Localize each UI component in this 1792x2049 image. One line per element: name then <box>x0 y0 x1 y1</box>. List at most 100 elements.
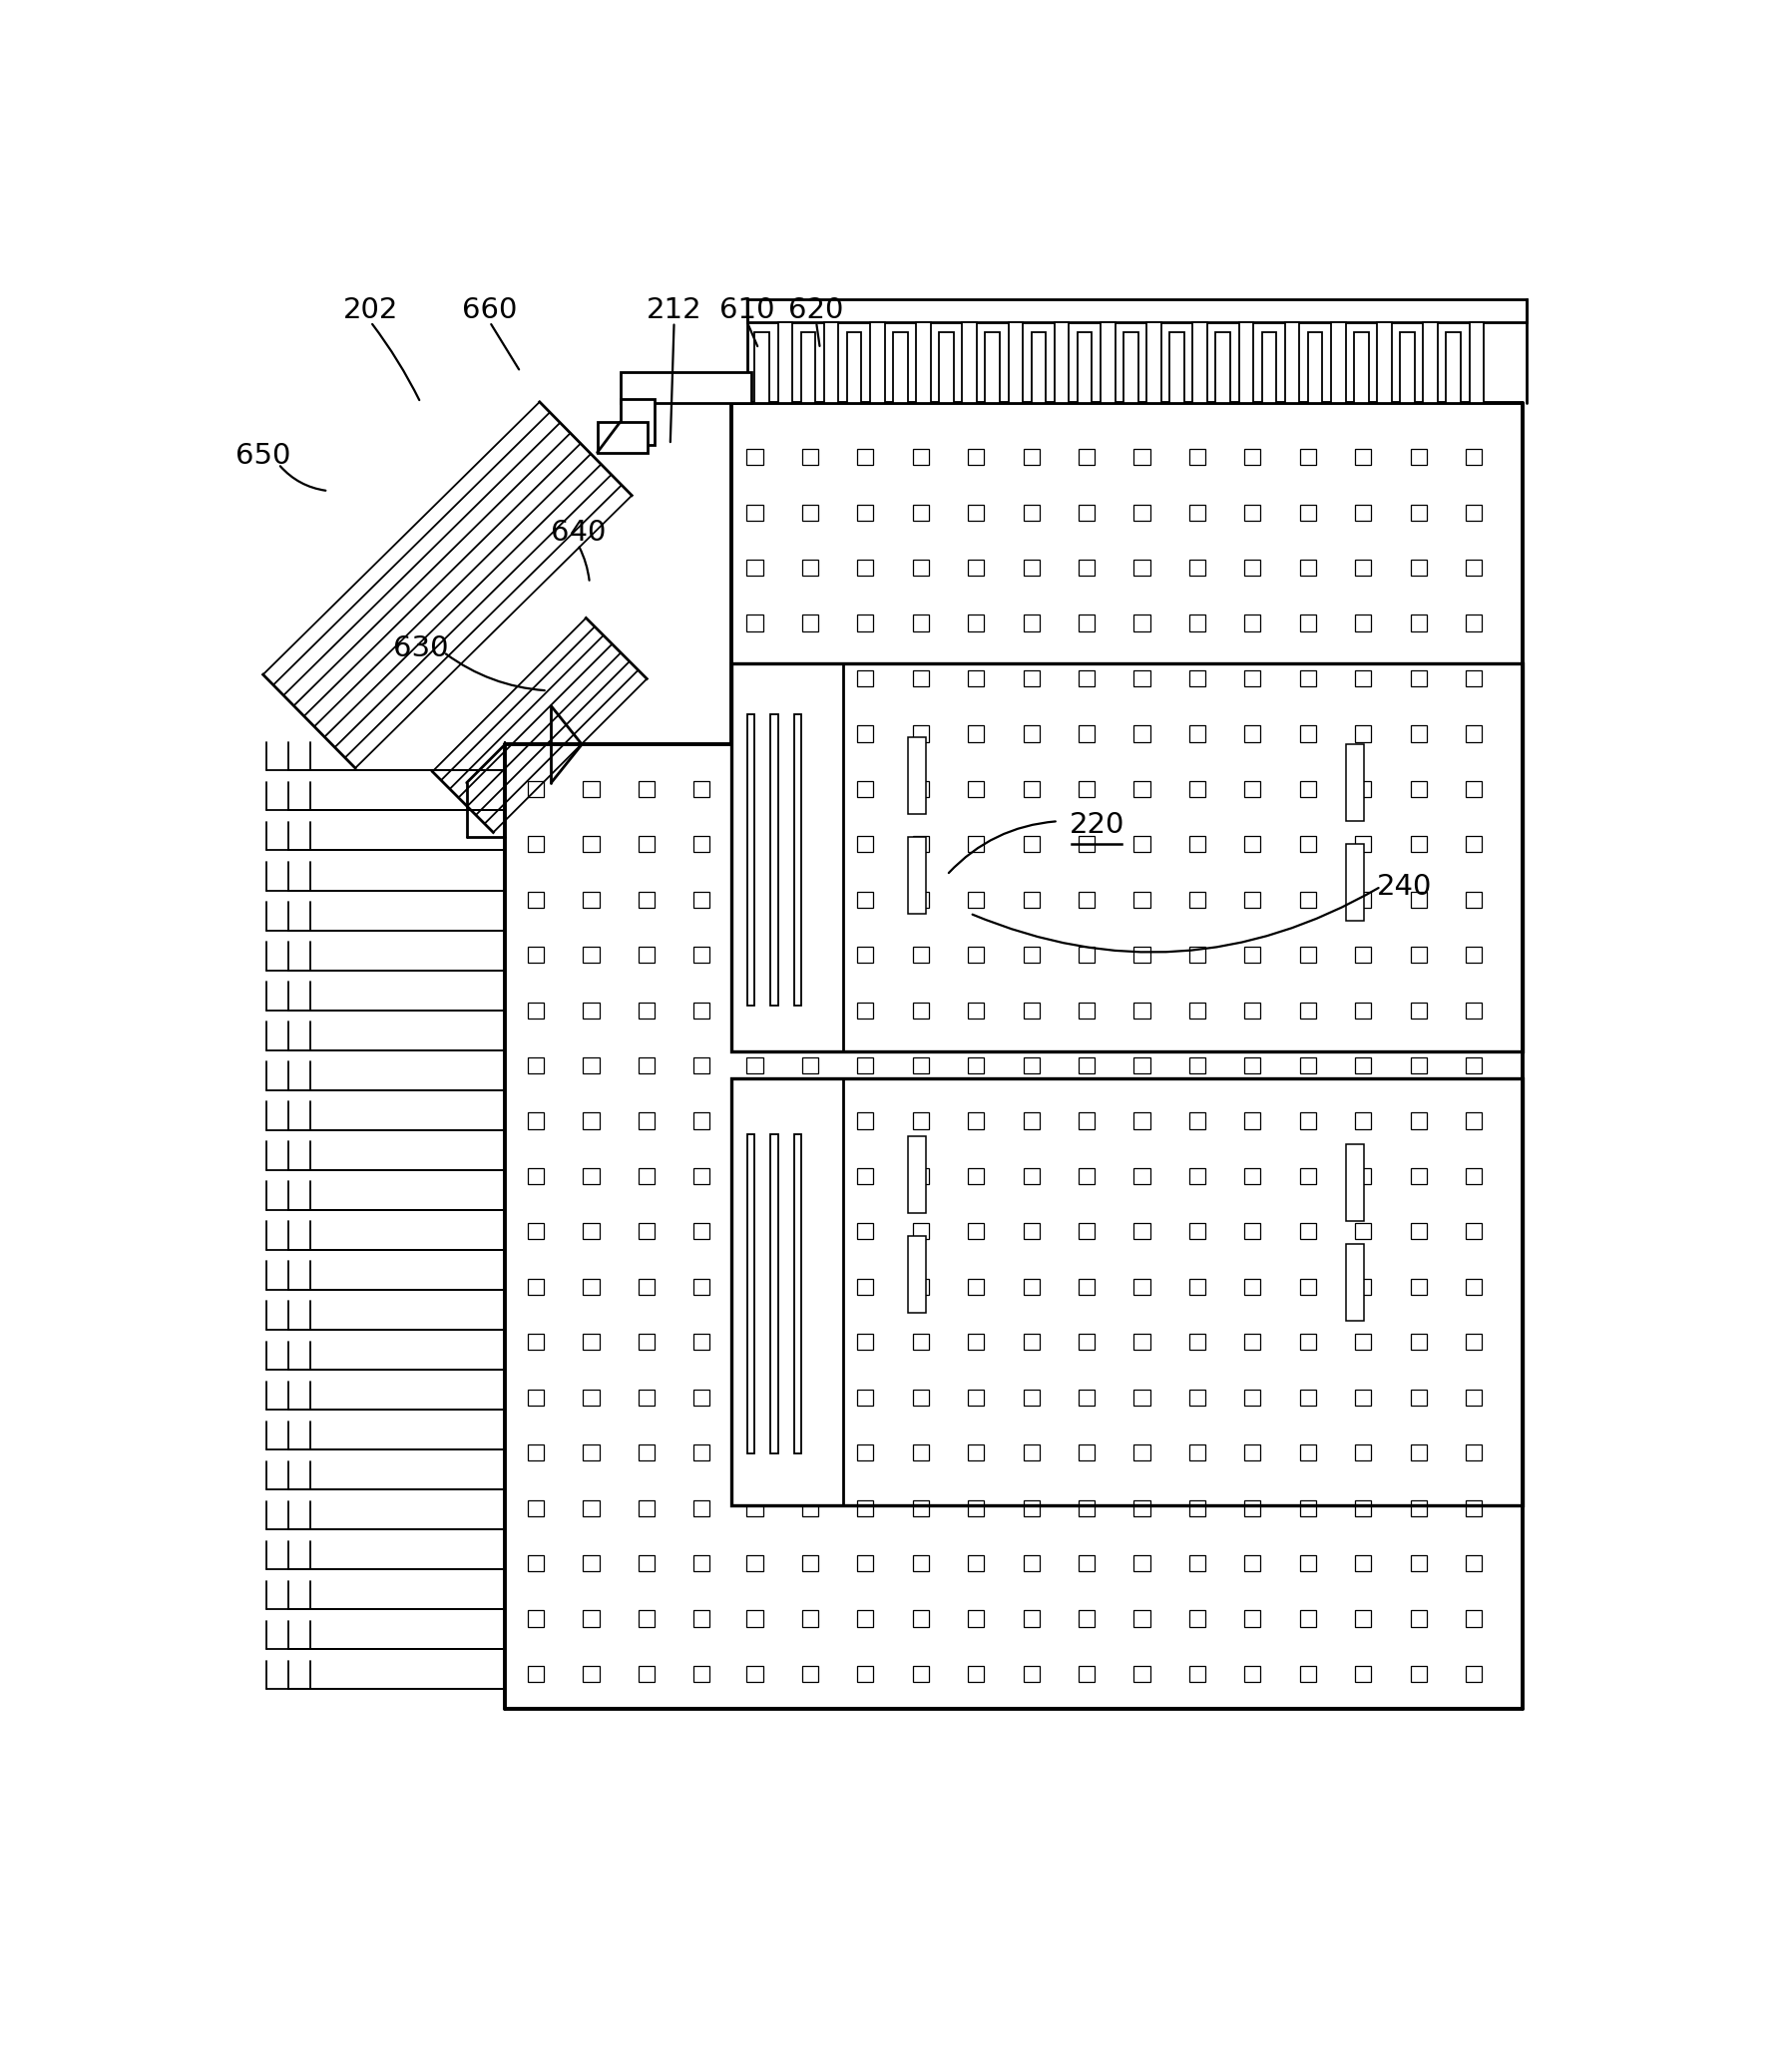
Bar <box>1134 891 1150 908</box>
Bar <box>1466 1334 1482 1350</box>
Bar <box>803 1611 819 1627</box>
Bar <box>747 1002 763 1018</box>
Bar <box>527 1002 543 1018</box>
Bar <box>1023 449 1039 465</box>
Bar <box>912 1611 928 1627</box>
Bar <box>1299 1555 1315 1572</box>
Bar <box>1355 725 1371 742</box>
Bar <box>694 891 710 908</box>
Bar <box>527 1500 543 1516</box>
Bar <box>1355 781 1371 797</box>
Bar <box>1244 1113 1260 1129</box>
Bar <box>1023 891 1039 908</box>
Bar <box>1299 1002 1315 1018</box>
Bar <box>747 891 763 908</box>
Bar <box>747 1611 763 1627</box>
Bar <box>857 1223 873 1240</box>
Bar <box>1134 1555 1150 1572</box>
Text: 212: 212 <box>647 297 702 324</box>
Bar <box>1244 1279 1260 1295</box>
Bar <box>1346 744 1364 822</box>
Bar <box>1410 1223 1426 1240</box>
Bar <box>1190 449 1206 465</box>
Bar <box>1134 504 1150 520</box>
Bar <box>582 1057 599 1074</box>
Bar <box>1134 781 1150 797</box>
Bar <box>1355 1334 1371 1350</box>
Bar <box>1410 947 1426 963</box>
Bar <box>1023 1389 1039 1406</box>
Bar <box>1190 1445 1206 1461</box>
Bar <box>638 947 654 963</box>
Bar <box>1299 1279 1315 1295</box>
Bar <box>1190 1611 1206 1627</box>
Bar <box>582 1555 599 1572</box>
Bar <box>857 1002 873 1018</box>
Bar <box>1190 559 1206 576</box>
Bar <box>527 1666 543 1682</box>
Bar <box>1190 725 1206 742</box>
Bar <box>1262 332 1276 402</box>
Bar <box>1299 836 1315 852</box>
Bar <box>803 504 819 520</box>
Bar <box>582 1334 599 1350</box>
Bar <box>912 1223 928 1240</box>
Bar <box>1190 1113 1206 1129</box>
Bar <box>1190 1002 1206 1018</box>
Bar <box>638 1168 654 1184</box>
Bar <box>1244 559 1260 576</box>
Bar <box>803 670 819 686</box>
Bar <box>1079 559 1095 576</box>
Bar <box>582 1279 599 1295</box>
Bar <box>1244 836 1260 852</box>
Bar <box>1079 449 1095 465</box>
Bar <box>1355 1666 1371 1682</box>
Bar <box>1190 1168 1206 1184</box>
Bar <box>1134 449 1150 465</box>
Bar <box>1244 1666 1260 1682</box>
Bar <box>968 1611 984 1627</box>
Bar <box>1410 504 1426 520</box>
Bar <box>582 1445 599 1461</box>
Bar <box>1134 1113 1150 1129</box>
Bar <box>803 1223 819 1240</box>
Bar <box>1134 725 1150 742</box>
Bar <box>747 836 763 852</box>
Bar <box>968 1168 984 1184</box>
Bar <box>638 1389 654 1406</box>
Bar <box>638 1279 654 1295</box>
Bar <box>1355 1057 1371 1074</box>
Bar <box>1466 1611 1482 1627</box>
Bar <box>1299 1666 1315 1682</box>
Bar <box>731 1078 842 1504</box>
Bar <box>527 947 543 963</box>
Bar <box>803 1445 819 1461</box>
Bar <box>1023 836 1039 852</box>
Bar <box>968 670 984 686</box>
Bar <box>1134 1445 1150 1461</box>
Bar <box>1410 615 1426 631</box>
Bar <box>803 891 819 908</box>
Bar <box>1054 322 1070 402</box>
Bar <box>582 1666 599 1682</box>
Bar <box>916 322 930 402</box>
Bar <box>1466 1057 1482 1074</box>
Bar <box>694 1666 710 1682</box>
Bar <box>1079 836 1095 852</box>
Bar <box>857 1555 873 1572</box>
Bar <box>857 1334 873 1350</box>
Bar <box>1023 1500 1039 1516</box>
Bar <box>1190 615 1206 631</box>
Bar <box>857 449 873 465</box>
Bar <box>1134 559 1150 576</box>
Bar <box>778 322 792 402</box>
Bar <box>857 504 873 520</box>
Bar <box>747 559 763 576</box>
Bar <box>1079 725 1095 742</box>
Bar <box>747 1334 763 1350</box>
Bar <box>1410 449 1426 465</box>
Bar <box>582 1611 599 1627</box>
Bar <box>1190 781 1206 797</box>
Bar <box>1299 1611 1315 1627</box>
Bar <box>638 1666 654 1682</box>
